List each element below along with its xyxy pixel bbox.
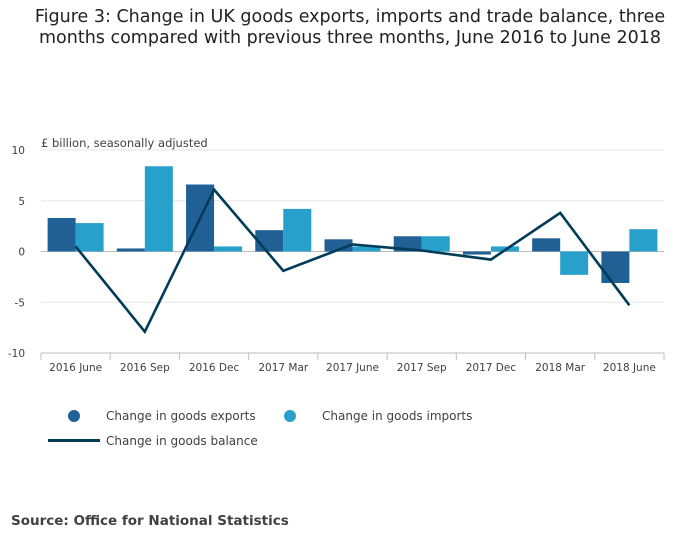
bar-exports — [255, 230, 284, 252]
bar-exports — [47, 218, 76, 252]
x-tick-label: 2017 Sep — [397, 362, 447, 374]
y-tick-label: 0 — [18, 247, 25, 259]
x-tick-label: 2017 Mar — [258, 362, 309, 374]
title-line-1: Figure 3: Change in UK goods exports, im… — [34, 7, 666, 27]
legend-imports-label: Change in goods imports — [322, 409, 473, 423]
bar-exports — [532, 238, 561, 252]
y-tick-label: -5 — [15, 297, 25, 309]
x-tick-label: 2016 Sep — [120, 362, 170, 374]
bar-imports — [144, 166, 173, 252]
legend-exports-label: Change in goods exports — [106, 409, 256, 423]
y-tick-label: 10 — [12, 145, 25, 157]
bar-imports — [75, 223, 104, 252]
source-note: Source: Office for National Statistics — [11, 513, 289, 529]
x-tick-label: 2018 Mar — [535, 362, 586, 374]
series-line-balance — [74, 187, 631, 335]
bar-imports — [352, 246, 381, 252]
bar-exports — [462, 251, 491, 255]
legend-balance-label: Change in goods balance — [106, 434, 258, 448]
x-tick-label: 2016 Dec — [189, 362, 240, 374]
bar-imports — [560, 251, 589, 275]
legend-exports-swatch — [68, 410, 80, 422]
bar-imports — [214, 246, 243, 252]
bar-imports — [283, 208, 312, 252]
x-tick-label: 2017 June — [326, 362, 379, 374]
bar-exports — [601, 251, 630, 283]
legend-imports-swatch — [284, 410, 296, 422]
bar-exports — [116, 248, 145, 252]
x-tick-label: 2016 June — [49, 362, 102, 374]
bar-imports — [629, 229, 658, 252]
title-line-2: months compared with previous three mont… — [38, 28, 662, 48]
chart-title: Figure 3: Change in UK goods exports, im… — [0, 7, 700, 49]
y-axis-unit-label: £ billion, seasonally adjusted — [41, 136, 208, 150]
bar-imports — [421, 236, 450, 252]
y-tick-label: -10 — [8, 348, 25, 360]
y-tick-label: 5 — [18, 196, 25, 208]
legend-balance-swatch — [48, 439, 100, 442]
x-tick-label: 2017 Dec — [466, 362, 517, 374]
x-tick-label: 2018 June — [603, 362, 656, 374]
